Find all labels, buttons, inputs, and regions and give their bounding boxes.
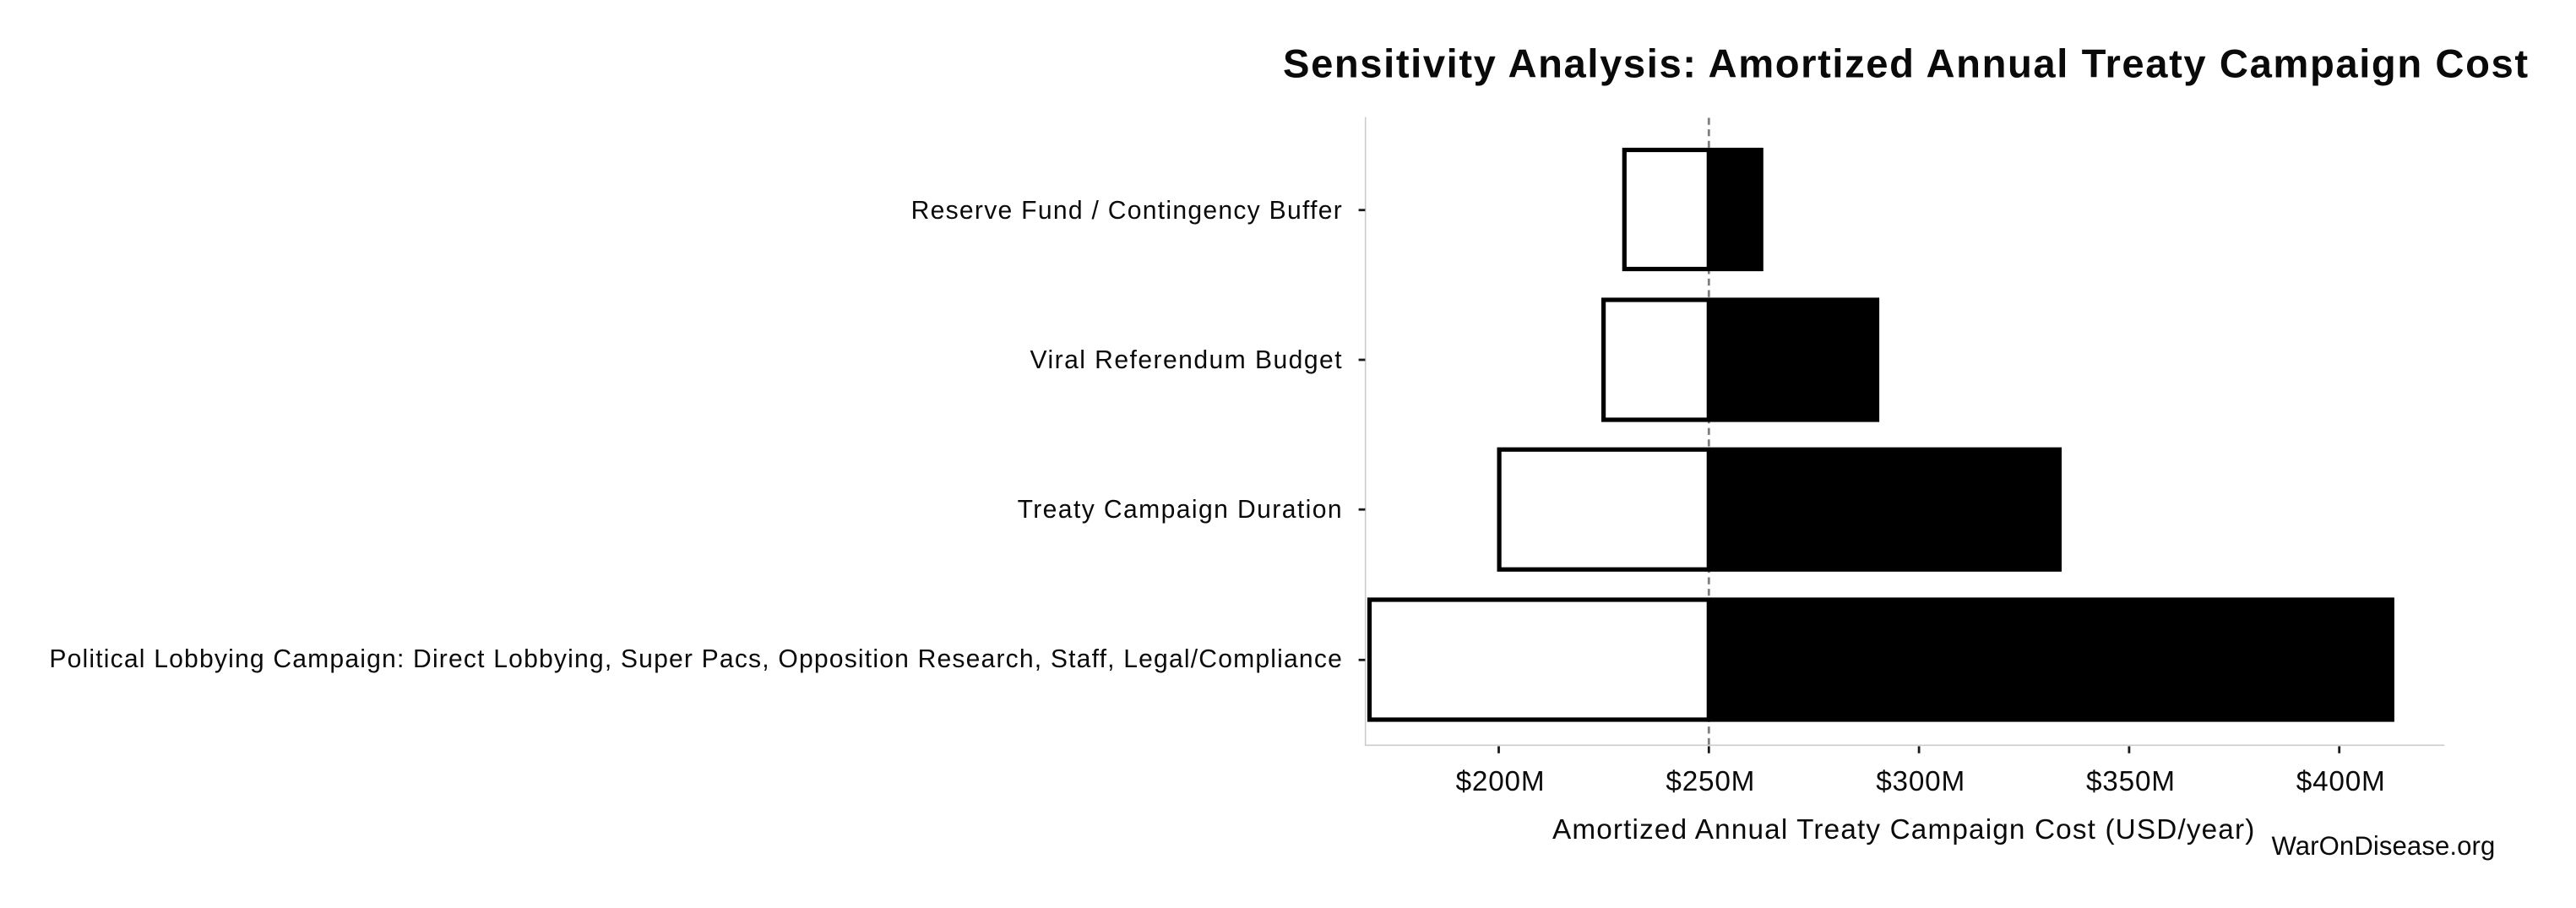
svg-text:Amortized Annual Treaty Campai: Amortized Annual Treaty Campaign Cost (U… [1552,814,2255,845]
svg-text:Treaty Campaign Duration: Treaty Campaign Duration [1018,496,1343,524]
svg-text:$200M: $200M [1456,766,1546,797]
svg-text:Political Lobbying Campaign: D: Political Lobbying Campaign: Direct Lobb… [49,645,1343,673]
svg-text:$350M: $350M [2086,766,2176,797]
svg-text:WarOnDisease.org: WarOnDisease.org [2272,831,2496,861]
svg-text:Viral Referendum Budget: Viral Referendum Budget [1030,346,1343,374]
svg-text:$250M: $250M [1666,766,1755,797]
svg-text:$400M: $400M [2296,766,2386,797]
svg-text:Reserve Fund / Contingency Buf: Reserve Fund / Contingency Buffer [911,197,1343,225]
svg-text:Sensitivity Analysis: Amortize: Sensitivity Analysis: Amortized Annual T… [1283,42,2530,87]
svg-text:$300M: $300M [1876,766,1965,797]
